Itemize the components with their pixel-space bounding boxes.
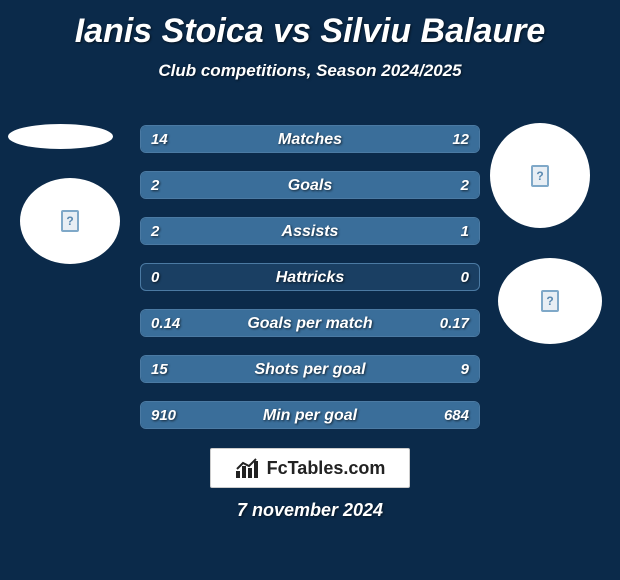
comparison-row: 159Shots per goal xyxy=(140,355,480,383)
placeholder-circle xyxy=(498,258,602,344)
logo-text: FcTables.com xyxy=(267,458,386,479)
page-title: Ianis Stoica vs Silviu Balaure xyxy=(0,0,620,51)
placeholder-icon xyxy=(531,165,549,187)
row-label: Shots per goal xyxy=(141,356,479,383)
placeholder-icon xyxy=(61,210,79,232)
row-label: Goals xyxy=(141,172,479,199)
comparison-row: 21Assists xyxy=(140,217,480,245)
row-label: Assists xyxy=(141,218,479,245)
date-label: 7 november 2024 xyxy=(0,500,620,521)
comparison-rows: 1412Matches 22Goals 21Assists 00Hattricks 0.… xyxy=(140,125,480,447)
placeholder-circle xyxy=(8,124,113,149)
comparison-row: 1412Matches xyxy=(140,125,480,153)
logo-box: FcTables.com xyxy=(210,448,410,488)
row-label: Goals per match xyxy=(141,310,479,337)
row-label: Min per goal xyxy=(141,402,479,429)
comparison-row: 22Goals xyxy=(140,171,480,199)
placeholder-circle xyxy=(490,123,590,228)
comparison-row: 910684Min per goal xyxy=(140,401,480,429)
row-label: Hattricks xyxy=(141,264,479,291)
comparison-row: 00Hattricks xyxy=(140,263,480,291)
chart-icon xyxy=(235,457,261,479)
comparison-row: 0.140.17Goals per match xyxy=(140,309,480,337)
placeholder-circle xyxy=(20,178,120,264)
row-label: Matches xyxy=(141,126,479,153)
placeholder-icon xyxy=(541,290,559,312)
subtitle: Club competitions, Season 2024/2025 xyxy=(0,51,620,81)
